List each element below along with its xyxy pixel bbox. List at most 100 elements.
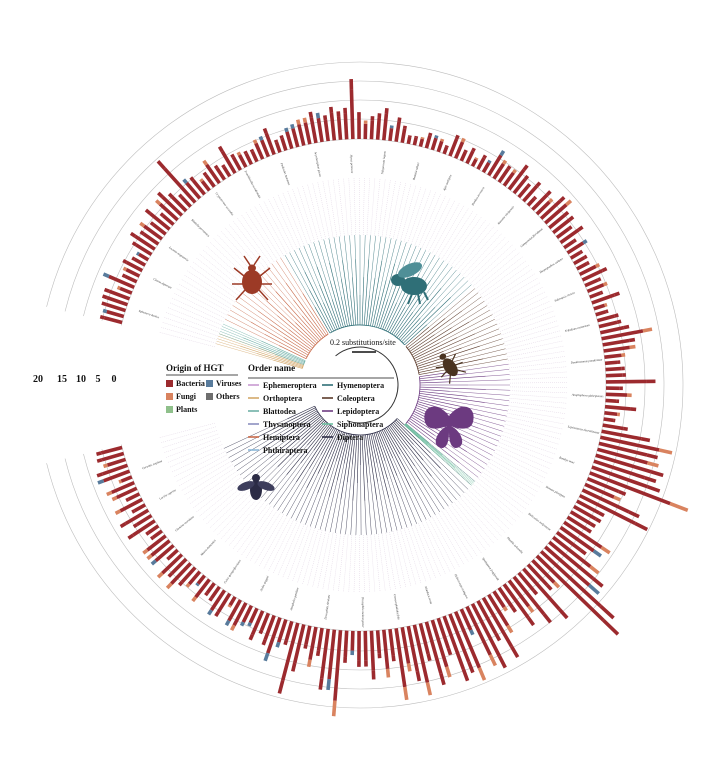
hgt-bar-bacteria [535,200,551,216]
branch-hemiptera [238,296,259,312]
branch-hymenoptera [389,306,406,334]
hgt-bar-bacteria [145,531,150,536]
beetle-head [439,353,447,360]
tip-guide [366,534,370,593]
hgt-bar-bacteria [185,181,202,200]
hgt-bar-viruses [326,678,331,691]
tip-guide [453,501,491,548]
hgt-bar-bacteria [167,192,174,199]
tip-guide [165,437,220,459]
hgt-bar-bacteria [465,150,475,165]
tip-guide [400,184,417,241]
hgt-bar-bacteria [601,329,644,341]
branch-diptera [295,414,321,434]
legend-order-label-siphonaptera: Siphonaptera [337,420,383,429]
tip-guide [490,282,541,312]
tip-guide [493,452,546,479]
hgt-bar-fungi [202,159,209,166]
legend-order-label-hemiptera: Hemiptera [263,433,300,442]
hgt-bar-bacteria [591,465,649,489]
branch-hymenoptera [323,239,330,263]
branch-hymenoptera [402,297,451,344]
tip-guide [183,274,233,306]
tip-guide [327,533,338,591]
branch-diptera [317,431,343,494]
tip-guide [509,371,568,376]
hgt-bar-bacteria [258,629,264,635]
branch-diptera [236,440,280,472]
tip-guide [236,217,272,265]
hgt-bar-bacteria [170,195,188,213]
hgt-bar-bacteria [497,586,515,609]
hgt-bar-fungi [460,137,466,143]
branch-diptera [226,437,257,454]
branch-diptera [340,482,348,534]
branch-hymenoptera [328,238,342,298]
hgt-bar-fungi [604,302,608,308]
branch-diptera [313,425,332,451]
hgt-bar-fungi [139,221,146,228]
branch-diptera [305,492,318,525]
branch-lepidoptera [419,386,486,390]
hgt-bar-bacteria [250,610,265,636]
branch-siphonaptera [404,424,428,445]
hgt-bar-bacteria [150,539,171,557]
hgt-bar-bacteria [563,239,575,250]
hgt-bar-fungi [477,667,487,681]
hgt-bar-bacteria [232,602,248,627]
tip-guide [467,489,510,530]
branch-diptera [256,407,316,438]
branch-hemiptera [293,299,324,338]
hgt-bar-fungi [425,682,433,696]
hgt-bar-fungi [156,571,164,579]
tip-guide [312,182,326,240]
tip-guide [173,292,226,319]
branch-hymenoptera [289,252,310,290]
branch-hymenoptera [316,266,340,329]
hgt-bar-bacteria [436,617,451,649]
tip-guide [447,216,483,264]
hgt-bar-bacteria [129,231,137,238]
tip-guide [459,229,499,274]
branch-blattodea [261,340,306,361]
branch-hemiptera [271,263,287,284]
hgt-bar-bacteria [208,597,214,602]
hgt-bar-bacteria [601,266,608,273]
hgt-bar-bacteria [459,151,467,162]
branch-hymenoptera [434,276,465,308]
hgt-bar-bacteria [280,622,300,682]
branch-hymenoptera [418,252,431,274]
hgt-bar-bacteria [595,453,652,474]
branch-diptera [233,447,263,467]
hgt-bar-bacteria [131,256,136,261]
hgt-bar-bacteria [249,148,255,153]
tip-guide [435,514,465,566]
branch-coleoptera [444,292,479,319]
tip-guide [509,386,568,388]
branch-lepidoptera [449,379,510,383]
branch-diptera [367,482,372,535]
branch-lepidoptera [482,415,506,422]
hgt-bar-bacteria [363,630,368,661]
hgt-bar-bacteria [191,179,206,196]
tip-guide [472,248,517,287]
tip-guide [486,273,536,305]
hgt-bar-bacteria [453,141,465,160]
branch-diptera [327,432,344,478]
branch-coleoptera [439,314,493,343]
branch-coleoptera [428,288,476,328]
legend-order-label-thysanoptera: Thysanoptera [263,420,311,429]
branch-hemiptera [250,321,309,356]
branch-diptera [309,477,328,527]
tip-guide [490,458,541,488]
hgt-bar-bacteria [96,458,103,463]
branch-coleoptera [418,358,465,371]
hgt-bar-bacteria [532,589,539,596]
hgt-bar-fungi [229,624,236,632]
branch-hymenoptera [376,263,396,328]
tip-guide [267,519,294,572]
tip-guide [282,524,305,579]
ring-label-5: 5 [96,374,101,385]
tip-guide [389,532,402,589]
hgt-bar-bacteria [369,120,375,140]
